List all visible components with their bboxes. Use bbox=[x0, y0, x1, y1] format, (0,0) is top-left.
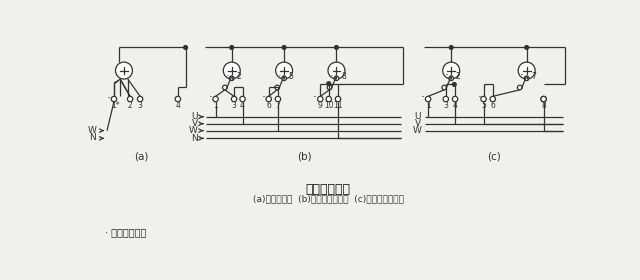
Text: 8: 8 bbox=[541, 101, 546, 111]
Text: 4: 4 bbox=[175, 101, 180, 111]
Text: 3: 3 bbox=[138, 101, 143, 111]
Text: 9: 9 bbox=[318, 101, 323, 111]
Circle shape bbox=[232, 96, 237, 102]
Text: (a)单相电度表  (b)三相四线电度表  (c)三相三线电度表: (a)单相电度表 (b)三相四线电度表 (c)三相三线电度表 bbox=[253, 195, 403, 204]
Text: 2: 2 bbox=[128, 101, 132, 111]
Text: ·: · bbox=[208, 91, 212, 104]
Circle shape bbox=[230, 46, 234, 49]
Text: 4: 4 bbox=[240, 101, 245, 111]
Text: 6: 6 bbox=[266, 101, 271, 111]
Circle shape bbox=[127, 96, 133, 102]
Text: V: V bbox=[192, 119, 198, 128]
Text: N: N bbox=[191, 134, 198, 143]
Text: 5: 5 bbox=[289, 72, 294, 81]
Text: (b): (b) bbox=[298, 152, 312, 162]
Text: ·: · bbox=[225, 71, 229, 81]
Circle shape bbox=[452, 96, 458, 102]
Circle shape bbox=[517, 85, 522, 90]
Circle shape bbox=[335, 46, 339, 49]
Circle shape bbox=[524, 76, 529, 81]
Text: V: V bbox=[415, 119, 421, 128]
Circle shape bbox=[223, 62, 240, 79]
Text: 7: 7 bbox=[275, 101, 280, 111]
Circle shape bbox=[327, 82, 331, 86]
Text: 8: 8 bbox=[341, 72, 346, 81]
Text: ·: · bbox=[420, 91, 425, 104]
Text: 1: 1 bbox=[213, 101, 218, 111]
Text: W: W bbox=[189, 126, 198, 135]
Text: N: N bbox=[90, 134, 96, 143]
Circle shape bbox=[138, 96, 143, 102]
Circle shape bbox=[452, 83, 456, 86]
Text: (a): (a) bbox=[134, 152, 149, 162]
Text: ·: · bbox=[261, 91, 266, 104]
Text: 2: 2 bbox=[236, 72, 241, 81]
Text: ·: · bbox=[330, 71, 333, 81]
Circle shape bbox=[213, 96, 218, 102]
Circle shape bbox=[426, 96, 431, 102]
Text: 1*: 1* bbox=[111, 101, 120, 111]
Text: 11: 11 bbox=[333, 101, 343, 111]
Circle shape bbox=[327, 85, 332, 90]
Text: 3: 3 bbox=[232, 101, 237, 111]
Circle shape bbox=[449, 76, 454, 81]
Circle shape bbox=[525, 46, 529, 49]
Circle shape bbox=[541, 96, 547, 102]
Circle shape bbox=[481, 96, 486, 102]
Circle shape bbox=[442, 85, 447, 90]
Text: ·: · bbox=[520, 69, 524, 82]
Text: U: U bbox=[415, 112, 421, 121]
Circle shape bbox=[115, 62, 132, 79]
Text: 10: 10 bbox=[324, 101, 333, 111]
Circle shape bbox=[276, 62, 292, 79]
Text: ·: · bbox=[106, 92, 111, 105]
Circle shape bbox=[326, 96, 332, 102]
Circle shape bbox=[541, 96, 547, 102]
Circle shape bbox=[334, 76, 339, 81]
Text: 6: 6 bbox=[490, 101, 495, 111]
Text: ·: · bbox=[445, 69, 449, 82]
Circle shape bbox=[275, 96, 281, 102]
Circle shape bbox=[223, 85, 227, 90]
Text: 1: 1 bbox=[426, 101, 431, 111]
Text: 3: 3 bbox=[444, 101, 448, 111]
Circle shape bbox=[328, 62, 345, 79]
Circle shape bbox=[275, 85, 280, 90]
Circle shape bbox=[111, 96, 116, 102]
Circle shape bbox=[282, 46, 286, 49]
Circle shape bbox=[266, 96, 271, 102]
Text: 电度表接线图: 电度表接线图 bbox=[305, 183, 351, 196]
Circle shape bbox=[240, 96, 245, 102]
Text: U: U bbox=[191, 112, 198, 121]
Text: 4: 4 bbox=[452, 101, 458, 111]
Text: ·: · bbox=[278, 71, 282, 81]
Circle shape bbox=[175, 96, 180, 102]
Text: 2: 2 bbox=[456, 72, 461, 81]
Text: ·: · bbox=[313, 91, 317, 104]
Text: W: W bbox=[87, 126, 96, 135]
Circle shape bbox=[184, 46, 188, 49]
Circle shape bbox=[317, 96, 323, 102]
Text: (c): (c) bbox=[486, 152, 500, 162]
Circle shape bbox=[282, 76, 287, 81]
Circle shape bbox=[449, 46, 453, 49]
Text: 7: 7 bbox=[531, 72, 536, 81]
Circle shape bbox=[443, 96, 449, 102]
Text: · 电度表接线图: · 电度表接线图 bbox=[105, 227, 146, 237]
Text: ·: · bbox=[477, 91, 482, 104]
Circle shape bbox=[443, 62, 460, 79]
Circle shape bbox=[490, 96, 495, 102]
Text: 5: 5 bbox=[481, 101, 486, 111]
Circle shape bbox=[518, 62, 535, 79]
Circle shape bbox=[335, 96, 340, 102]
Text: W: W bbox=[412, 126, 421, 135]
Circle shape bbox=[230, 76, 234, 81]
